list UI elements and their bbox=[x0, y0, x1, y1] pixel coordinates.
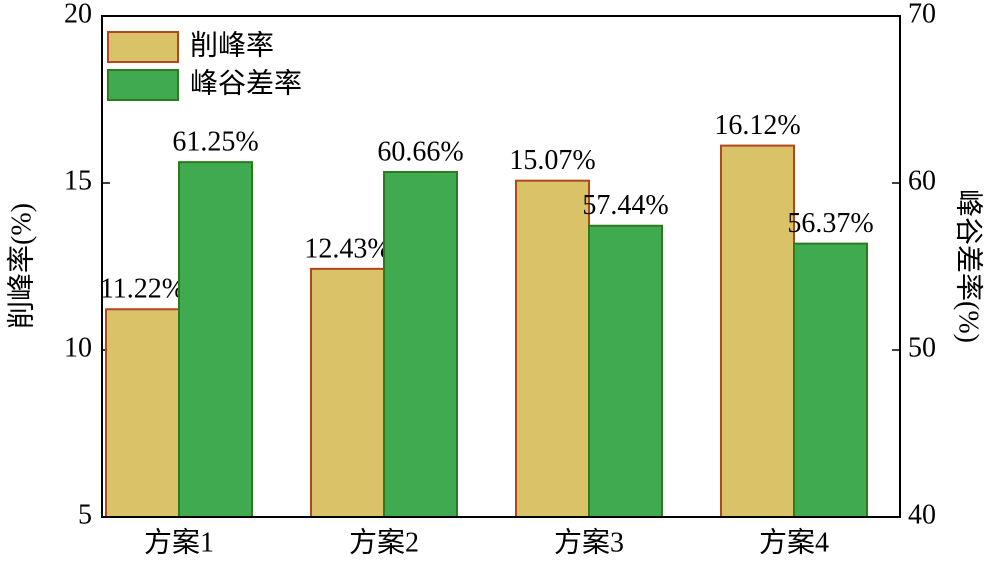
y-axis-label: 削峰率(%) bbox=[5, 203, 37, 329]
bar bbox=[383, 170, 458, 518]
y2-tick-label: 70 bbox=[908, 0, 936, 29]
data-label: 12.43% bbox=[304, 233, 390, 264]
x-tick-label: 方案2 bbox=[349, 526, 419, 558]
y2-tick-label: 40 bbox=[908, 499, 936, 530]
y2-tick-label: 60 bbox=[908, 165, 936, 196]
data-label: 16.12% bbox=[714, 110, 800, 141]
bar bbox=[515, 179, 590, 519]
legend-label: 削峰率 bbox=[190, 29, 274, 61]
legend-swatch bbox=[107, 31, 179, 63]
data-label: 61.25% bbox=[172, 127, 258, 158]
y-tick-label: 5 bbox=[78, 499, 92, 530]
x-tick-label: 方案4 bbox=[759, 526, 829, 558]
data-label: 60.66% bbox=[377, 136, 463, 167]
y2-tick-label: 50 bbox=[908, 332, 936, 363]
bar bbox=[105, 308, 180, 519]
plot-frame bbox=[101, 15, 901, 518]
bar bbox=[178, 161, 253, 518]
x-tick-label: 方案3 bbox=[554, 526, 624, 558]
y-tick-label: 10 bbox=[64, 332, 92, 363]
bar bbox=[793, 242, 868, 518]
legend-swatch bbox=[107, 69, 179, 101]
y-tick-label: 15 bbox=[64, 165, 92, 196]
y-tick-label: 20 bbox=[64, 0, 92, 29]
legend-label: 峰谷差率 bbox=[190, 67, 302, 99]
bar bbox=[310, 267, 385, 519]
y2-axis-label: 峰谷差率(%) bbox=[953, 189, 985, 343]
bar bbox=[720, 144, 795, 518]
bar bbox=[588, 224, 663, 518]
data-label: 15.07% bbox=[509, 145, 595, 176]
x-tick-label: 方案1 bbox=[144, 526, 214, 558]
data-label: 57.44% bbox=[582, 190, 668, 221]
data-label: 56.37% bbox=[787, 208, 873, 239]
data-label: 11.22% bbox=[100, 274, 185, 305]
